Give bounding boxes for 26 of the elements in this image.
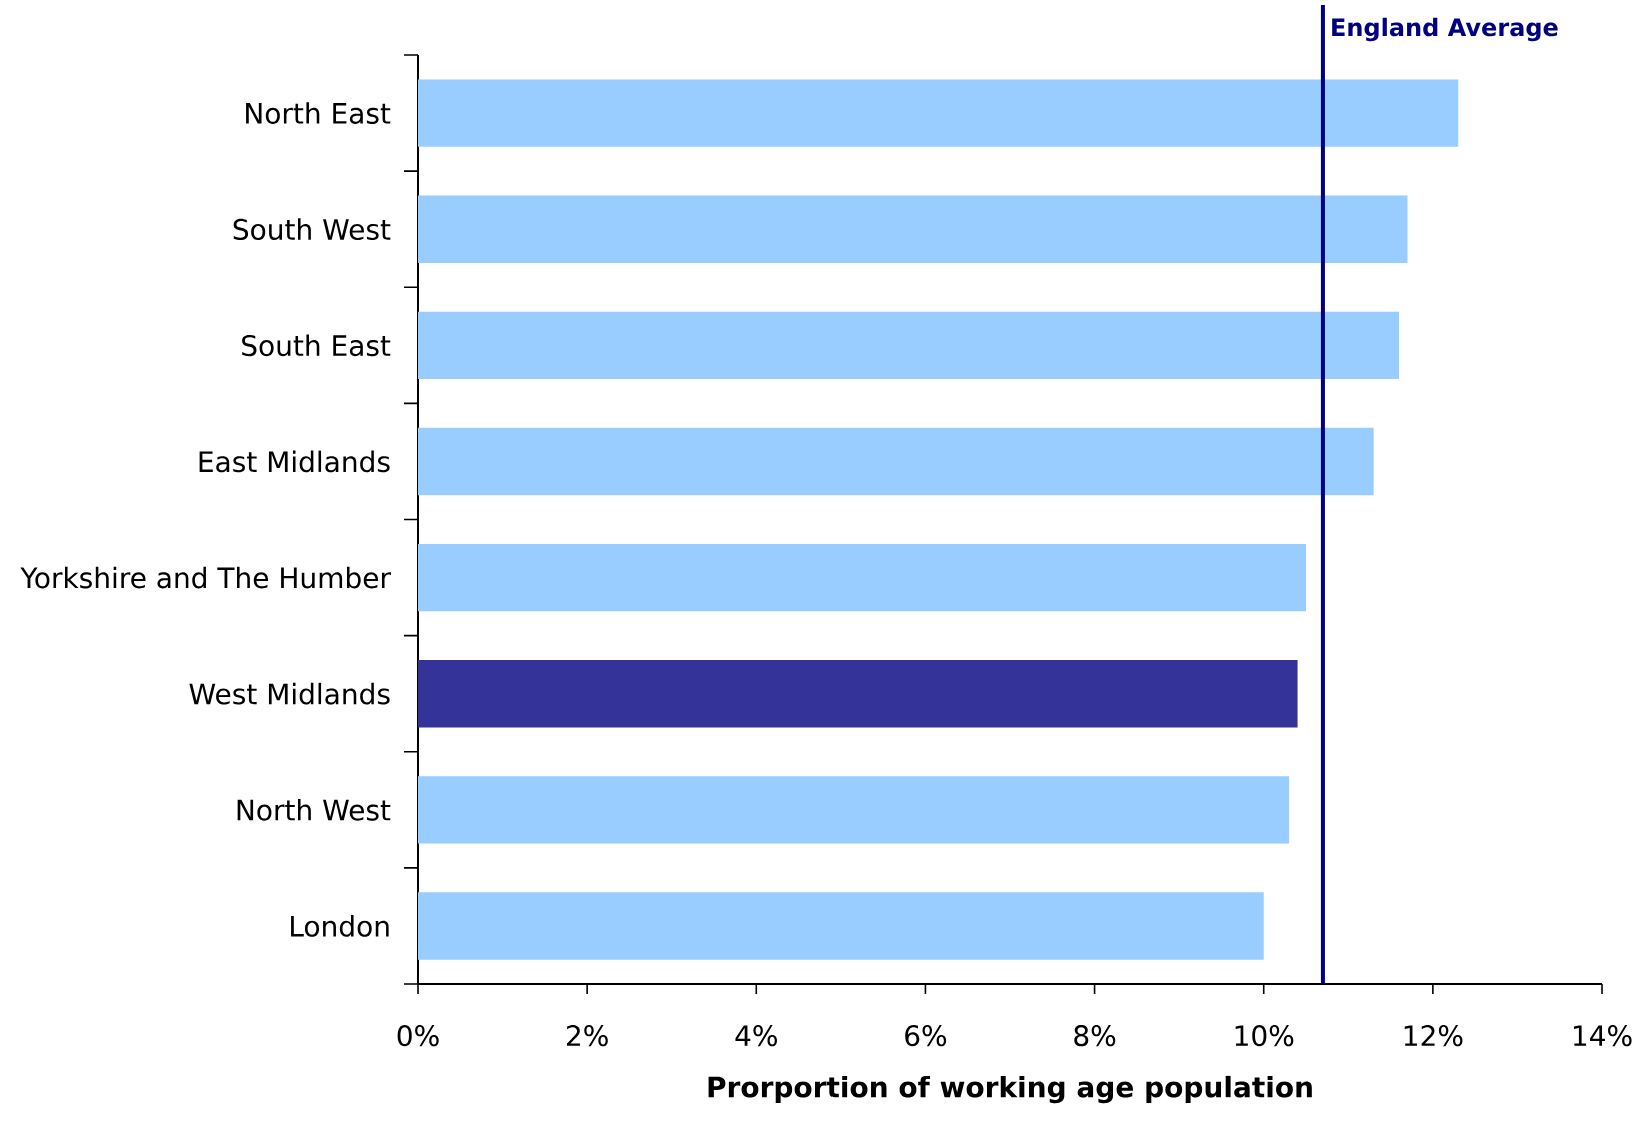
bar <box>418 892 1264 960</box>
x-tick-label: 10% <box>1235 1025 1294 1047</box>
x-tick-label: 0% <box>397 1025 439 1047</box>
bar <box>418 311 1400 379</box>
x-tick-label: 2% <box>567 1025 608 1047</box>
x-tick-label: 8% <box>1074 1025 1116 1047</box>
bar <box>418 427 1374 496</box>
bar <box>418 660 1298 728</box>
bar <box>418 79 1459 147</box>
y-tick-label: Yorkshire and The Humber <box>20 566 391 589</box>
x-tick-label: 14% <box>1573 1025 1632 1047</box>
ref-line-label: England Average <box>1332 17 1558 42</box>
x-tick-label: 12% <box>1404 1025 1463 1047</box>
x-axis-title: Prorportion of working age population <box>708 1075 1312 1104</box>
y-tick-label: London <box>291 915 389 937</box>
bar <box>418 543 1307 612</box>
x-tick-label: 6% <box>905 1025 947 1047</box>
y-tick-label: North West <box>237 798 391 821</box>
y-tick-label: East Midlands <box>199 450 390 473</box>
bar <box>418 195 1408 263</box>
x-tick-label: 4% <box>735 1025 777 1047</box>
y-tick-label: South East <box>242 334 391 357</box>
y-tick-label: North East <box>246 102 391 124</box>
y-tick-label: West Midlands <box>189 682 390 705</box>
y-tick-label: South West <box>233 218 391 241</box>
bar <box>418 776 1290 844</box>
